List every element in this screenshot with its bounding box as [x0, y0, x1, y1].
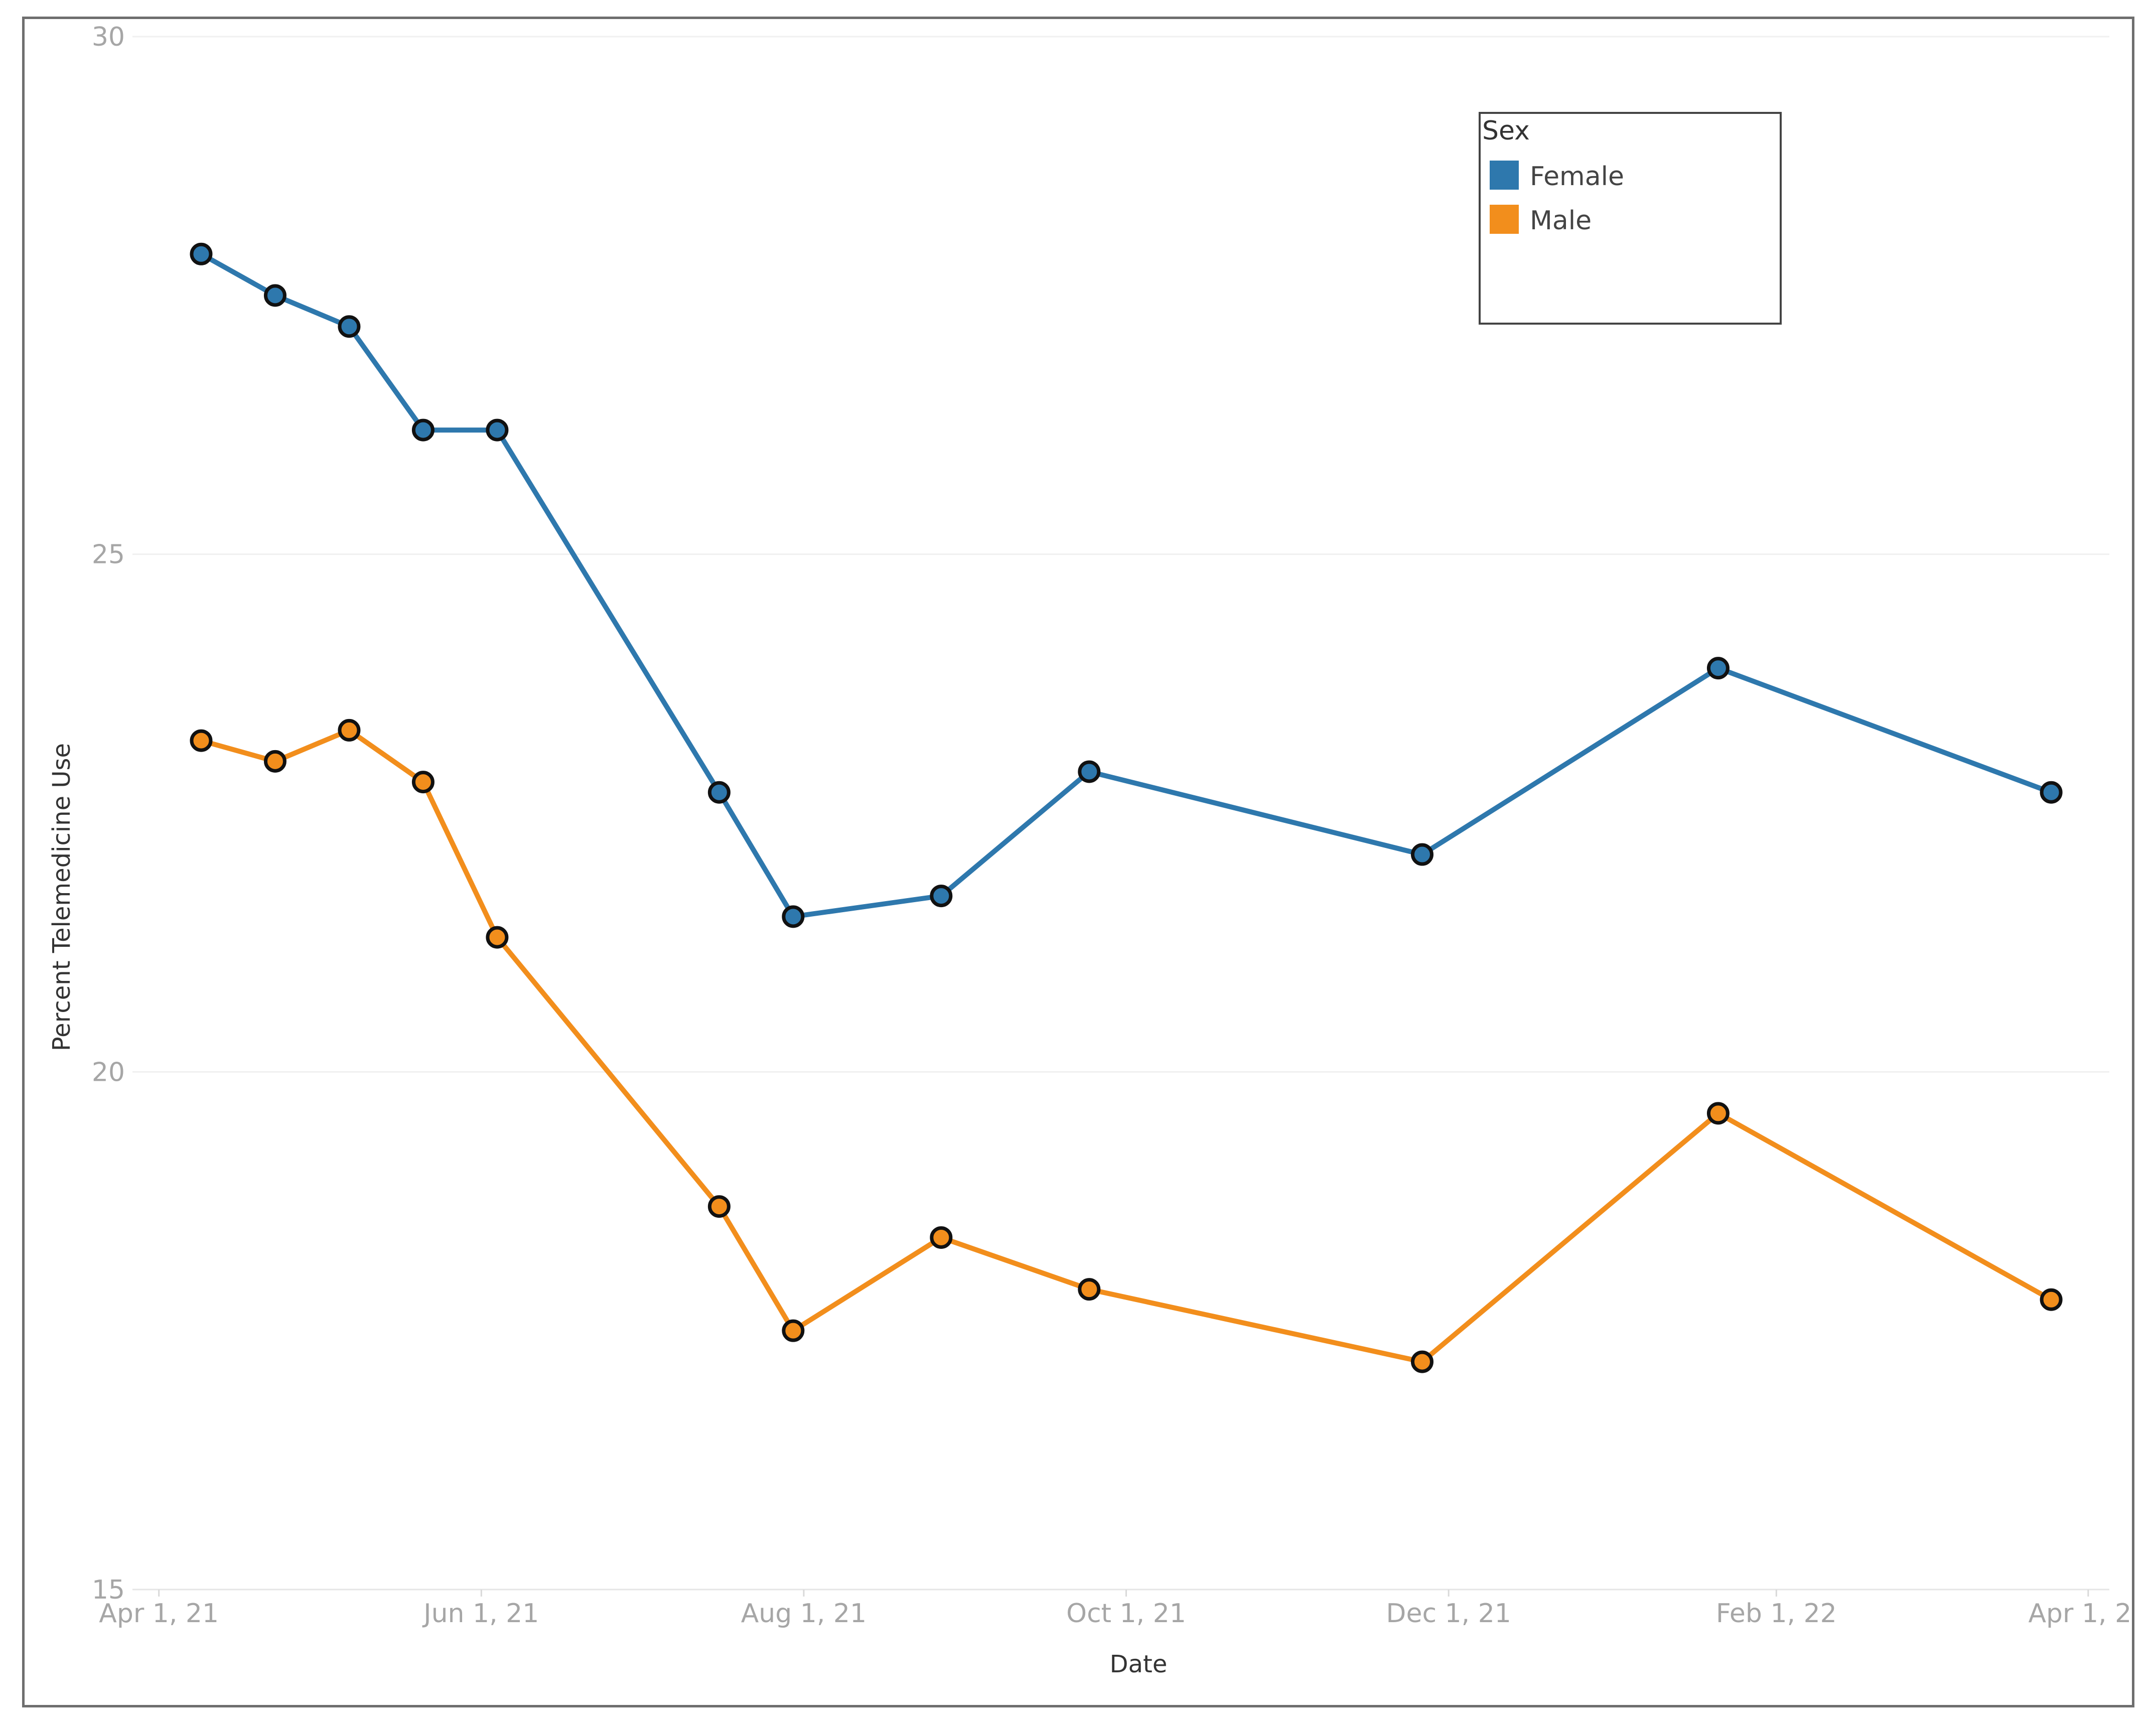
y-axis-ticks: 15 20 25 30	[92, 22, 125, 1605]
legend-label-male[interactable]: Male	[1530, 206, 1592, 236]
x-tick-label: Oct 1, 21	[1066, 1599, 1186, 1629]
y-tick-label: 20	[92, 1057, 125, 1087]
data-point-female[interactable]	[338, 315, 361, 338]
x-axis-ticks: Apr 1, 21 Jun 1, 21 Aug 1, 21 Oct 1, 21 Dec …	[99, 1590, 2132, 1629]
chart-frame: 15 20 25 30 Apr 1, 21 Jun 1, 21 Aug 1, 21 Oct …	[22, 17, 2134, 1707]
x-tick-label: Jun 1, 21	[422, 1599, 539, 1629]
x-axis-title: Date	[1110, 1650, 1168, 1678]
data-point-female[interactable]	[190, 242, 213, 265]
y-tick-label: 30	[92, 22, 125, 52]
legend-label-female[interactable]: Female	[1530, 162, 1624, 192]
gridlines	[132, 36, 2109, 1073]
data-point-female[interactable]	[707, 781, 731, 804]
data-point-male[interactable]	[486, 926, 509, 949]
data-point-male[interactable]	[707, 1195, 731, 1218]
data-point-male[interactable]	[338, 719, 361, 742]
data-point-male[interactable]	[1706, 1102, 1730, 1125]
data-point-male[interactable]	[263, 750, 286, 773]
data-point-female[interactable]	[1706, 657, 1730, 680]
data-point-female[interactable]	[411, 418, 435, 442]
legend-swatch-female	[1490, 161, 1519, 190]
data-point-male[interactable]	[782, 1319, 805, 1342]
x-tick-label: Apr 1, 21	[99, 1599, 219, 1629]
data-point-male[interactable]	[930, 1226, 953, 1249]
series-line-male	[198, 728, 2054, 1365]
data-point-female[interactable]	[2040, 781, 2063, 804]
legend-swatch-male	[1490, 205, 1519, 234]
data-point-female[interactable]	[930, 885, 953, 908]
data-point-male[interactable]	[1410, 1350, 1433, 1373]
x-tick-label: Aug 1, 21	[741, 1599, 867, 1629]
data-point-male[interactable]	[1078, 1278, 1101, 1301]
data-point-female[interactable]	[1410, 843, 1433, 866]
legend-box	[1479, 112, 1782, 325]
series-layer	[190, 242, 2063, 1373]
x-tick-label: Apr 1, 22	[2028, 1599, 2132, 1629]
data-point-female[interactable]	[782, 905, 805, 928]
data-point-female[interactable]	[1078, 760, 1101, 783]
y-tick-label: 25	[92, 540, 125, 570]
data-point-male[interactable]	[2040, 1288, 2063, 1311]
data-point-male[interactable]	[411, 771, 435, 794]
line-chart: 15 20 25 30 Apr 1, 21 Jun 1, 21 Aug 1, 21 Oct …	[48, 22, 2132, 1678]
y-axis-title: Percent Telemedicine Use	[48, 743, 76, 1051]
y-tick-label: 15	[92, 1575, 125, 1605]
data-point-female[interactable]	[263, 284, 286, 307]
x-tick-label: Dec 1, 21	[1386, 1599, 1511, 1629]
x-tick-label: Feb 1, 22	[1716, 1599, 1837, 1629]
data-point-female[interactable]	[486, 418, 509, 442]
series-line-female	[198, 251, 2054, 919]
data-point-male[interactable]	[190, 729, 213, 752]
legend-title: Sex	[1482, 116, 1530, 146]
legend: Sex Female Male	[1479, 112, 1782, 325]
